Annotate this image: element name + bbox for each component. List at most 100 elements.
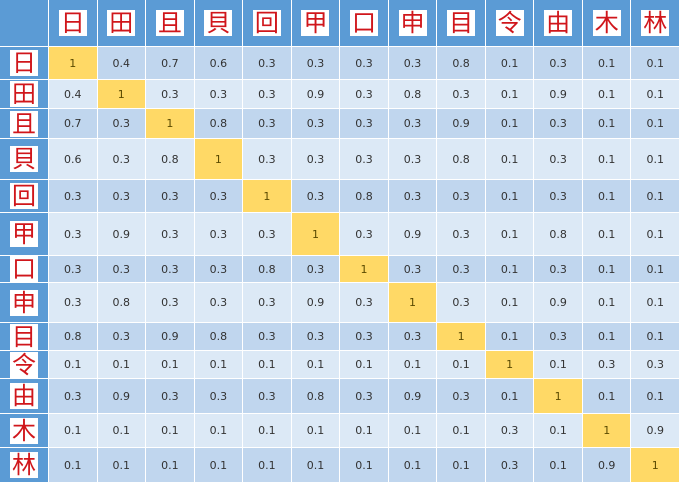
value-cell: 0.8 (534, 213, 583, 256)
value-cell: 0.6 (194, 47, 244, 80)
value-cell: 0.1 (582, 80, 632, 109)
value-cell: 0.1 (437, 414, 486, 448)
diagonal-cell: 1 (437, 323, 486, 351)
value-cell: 0.1 (340, 351, 389, 379)
value-cell: 0.1 (485, 47, 535, 80)
column-header: 林 (631, 0, 680, 47)
row-header: 由 (0, 379, 49, 414)
value-cell: 0.3 (534, 109, 583, 139)
value-cell: 0.1 (582, 379, 632, 414)
value-cell: 0.3 (243, 139, 292, 180)
value-cell: 0.3 (291, 323, 341, 351)
value-cell: 0.4 (97, 47, 147, 80)
value-cell: 0.3 (437, 379, 486, 414)
diagonal-cell: 1 (485, 351, 535, 379)
row-header-glyph: 目 (10, 322, 38, 351)
value-cell: 0.1 (388, 448, 438, 483)
value-cell: 0.3 (97, 180, 147, 213)
row-header: 林 (0, 448, 49, 483)
diagonal-cell: 1 (534, 379, 583, 414)
value-cell: 0.1 (582, 213, 632, 256)
value-cell: 0.3 (534, 139, 583, 180)
value-cell: 0.1 (582, 256, 632, 283)
value-cell: 0.1 (534, 414, 583, 448)
column-header: 由 (534, 0, 583, 47)
value-cell: 0.1 (485, 139, 535, 180)
value-cell: 0.9 (388, 379, 438, 414)
value-cell: 0.3 (437, 80, 486, 109)
value-cell: 0.3 (534, 180, 583, 213)
value-cell: 0.1 (437, 448, 486, 483)
value-cell: 0.9 (291, 283, 341, 323)
value-cell: 0.1 (485, 379, 535, 414)
value-cell: 0.1 (631, 379, 680, 414)
column-header: 甲 (291, 0, 341, 47)
value-cell: 0.1 (631, 180, 680, 213)
value-cell: 0.3 (437, 180, 486, 213)
value-cell: 0.9 (388, 213, 438, 256)
value-cell: 0.3 (340, 283, 389, 323)
column-header: 口 (340, 0, 389, 47)
value-cell: 0.1 (49, 351, 98, 379)
row-header-glyph: 木 (10, 416, 38, 445)
value-cell: 0.3 (146, 180, 195, 213)
value-cell: 0.1 (49, 448, 98, 483)
value-cell: 0.1 (146, 351, 195, 379)
value-cell: 0.1 (388, 351, 438, 379)
value-cell: 0.3 (291, 139, 341, 180)
value-cell: 0.1 (631, 213, 680, 256)
column-header-glyph: 令 (495, 9, 524, 37)
column-header: 申 (388, 0, 438, 47)
row-header: 田 (0, 80, 49, 109)
value-cell: 0.1 (146, 448, 195, 483)
column-header: 田 (97, 0, 147, 47)
value-cell: 0.1 (97, 448, 147, 483)
row-header-glyph: 回 (10, 182, 38, 210)
diagonal-cell: 1 (49, 47, 98, 80)
value-cell: 0.1 (485, 80, 535, 109)
value-cell: 0.1 (388, 414, 438, 448)
value-cell: 0.9 (97, 213, 147, 256)
value-cell: 0.3 (194, 213, 244, 256)
value-cell: 0.3 (97, 256, 147, 283)
value-cell: 0.3 (146, 379, 195, 414)
column-header-glyph: 甲 (301, 9, 330, 37)
value-cell: 0.1 (437, 351, 486, 379)
value-cell: 0.3 (194, 283, 244, 323)
value-cell: 0.1 (243, 414, 292, 448)
value-cell: 0.8 (388, 80, 438, 109)
value-cell: 0.1 (534, 448, 583, 483)
value-cell: 0.3 (49, 283, 98, 323)
value-cell: 0.9 (291, 80, 341, 109)
row-header-glyph: 令 (10, 350, 38, 379)
value-cell: 0.3 (194, 256, 244, 283)
value-cell: 0.1 (243, 448, 292, 483)
value-cell: 0.1 (582, 47, 632, 80)
row-header: 令 (0, 351, 49, 379)
value-cell: 0.9 (631, 414, 680, 448)
value-cell: 0.3 (582, 351, 632, 379)
value-cell: 0.1 (194, 448, 244, 483)
value-cell: 0.9 (437, 109, 486, 139)
value-cell: 0.8 (146, 139, 195, 180)
row-header: 甲 (0, 213, 49, 256)
value-cell: 0.1 (485, 109, 535, 139)
value-cell: 0.1 (485, 213, 535, 256)
value-cell: 0.8 (49, 323, 98, 351)
value-cell: 0.3 (49, 379, 98, 414)
value-cell: 0.9 (534, 283, 583, 323)
value-cell: 0.1 (582, 109, 632, 139)
value-cell: 0.8 (291, 379, 341, 414)
row-header-glyph: 口 (10, 255, 38, 283)
diagonal-cell: 1 (194, 139, 244, 180)
value-cell: 0.3 (194, 180, 244, 213)
column-header: 日 (49, 0, 98, 47)
column-header-glyph: 目 (447, 9, 476, 37)
value-cell: 0.3 (243, 109, 292, 139)
value-cell: 0.1 (485, 256, 535, 283)
value-cell: 0.3 (534, 323, 583, 351)
value-cell: 0.3 (437, 213, 486, 256)
value-cell: 0.1 (49, 414, 98, 448)
value-cell: 0.1 (194, 414, 244, 448)
value-cell: 0.3 (146, 283, 195, 323)
